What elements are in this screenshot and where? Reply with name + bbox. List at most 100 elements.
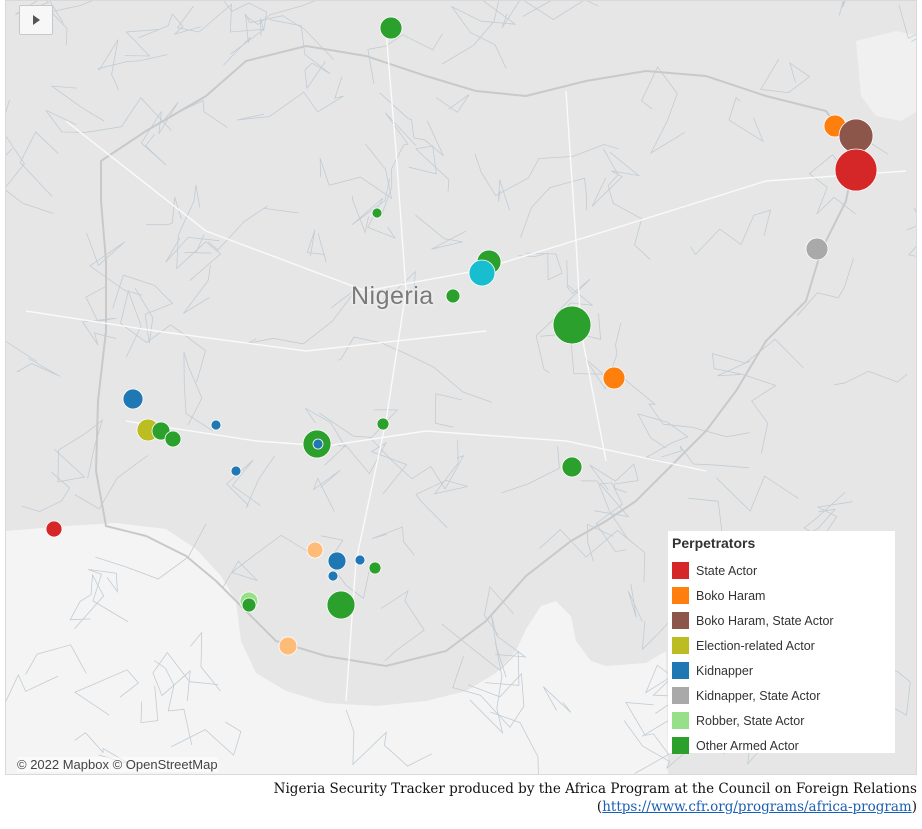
incident-marker[interactable] xyxy=(241,597,257,613)
incident-marker[interactable] xyxy=(368,561,382,575)
admin-boundary-line xyxy=(555,278,591,314)
admin-boundary-line xyxy=(154,660,193,746)
play-icon xyxy=(32,15,40,25)
incident-marker[interactable] xyxy=(371,207,383,219)
legend-item-robber-state-actor[interactable]: Robber, State Actor xyxy=(672,708,891,733)
legend-swatch xyxy=(672,637,689,654)
admin-boundary-line xyxy=(74,455,148,510)
admin-boundary-line xyxy=(379,92,444,157)
admin-boundary-line xyxy=(319,143,393,200)
admin-boundary-line xyxy=(593,482,630,552)
admin-boundary-line xyxy=(50,85,105,122)
admin-boundary-line xyxy=(371,526,415,556)
admin-boundary-line xyxy=(380,112,417,218)
admin-boundary-line xyxy=(183,264,211,314)
admin-boundary-line xyxy=(522,1,552,17)
admin-boundary-line xyxy=(717,360,777,454)
admin-boundary-line xyxy=(112,274,174,344)
admin-boundary-line xyxy=(152,651,219,701)
admin-boundary-line xyxy=(324,441,408,495)
incident-marker[interactable] xyxy=(230,465,242,477)
legend-item-boko-haram[interactable]: Boko Haram xyxy=(672,583,891,608)
admin-boundary-line xyxy=(21,471,71,512)
admin-boundary-line xyxy=(6,99,54,214)
legend-swatch xyxy=(672,662,689,679)
admin-boundary-line xyxy=(165,236,220,263)
incident-marker[interactable] xyxy=(468,259,496,287)
play-button[interactable] xyxy=(19,5,53,35)
admin-boundary-line xyxy=(609,376,750,438)
admin-boundary-line xyxy=(518,252,563,281)
admin-boundary-line xyxy=(120,289,207,383)
incident-marker[interactable] xyxy=(552,305,592,345)
incident-marker[interactable] xyxy=(834,148,878,192)
legend-label: Boko Haram xyxy=(696,588,766,603)
admin-boundary-line xyxy=(45,97,172,133)
incident-marker[interactable] xyxy=(376,417,390,431)
admin-boundary-line xyxy=(223,13,335,66)
incident-marker[interactable] xyxy=(379,16,403,40)
admin-boundary-line xyxy=(490,711,539,774)
map-canvas[interactable] xyxy=(6,1,917,775)
legend-item-boko-haram-state-actor[interactable]: Boko Haram, State Actor xyxy=(672,608,891,633)
legend-item-other-armed-actor[interactable]: Other Armed Actor xyxy=(672,733,891,758)
incident-marker[interactable] xyxy=(122,388,144,410)
admin-boundary-line xyxy=(367,33,443,84)
map-attribution[interactable]: © 2022 Mapbox © OpenStreetMap xyxy=(17,757,218,772)
admin-boundary-line xyxy=(434,393,463,428)
admin-boundary-line xyxy=(628,583,643,622)
admin-boundary-line xyxy=(637,413,689,466)
admin-boundary-line xyxy=(140,685,159,724)
admin-boundary-line xyxy=(6,674,59,702)
legend-item-kidnapper-state-actor[interactable]: Kidnapper, State Actor xyxy=(672,683,891,708)
legend-item-kidnapper[interactable]: Kidnapper xyxy=(672,658,891,683)
incident-marker[interactable] xyxy=(838,118,874,154)
incident-marker[interactable] xyxy=(210,419,222,431)
admin-boundary-line xyxy=(641,66,686,155)
admin-boundary-line xyxy=(190,631,221,692)
legend-swatch xyxy=(672,712,689,729)
admin-boundary-line xyxy=(501,1,599,29)
admin-boundary-line xyxy=(176,3,266,55)
incident-marker[interactable] xyxy=(306,541,324,559)
admin-boundary-line xyxy=(483,586,514,636)
admin-boundary-line xyxy=(345,709,432,767)
admin-boundary-line xyxy=(175,99,228,128)
admin-boundary-line xyxy=(796,258,854,317)
admin-boundary-line xyxy=(81,286,117,346)
admin-boundary-line xyxy=(184,234,212,254)
incident-marker[interactable] xyxy=(326,590,356,620)
admin-boundary-line xyxy=(451,1,517,69)
caption: Nigeria Security Tracker produced by the… xyxy=(30,780,917,816)
incident-marker[interactable] xyxy=(561,456,583,478)
legend-item-state-actor[interactable]: State Actor xyxy=(672,558,891,583)
incident-marker[interactable] xyxy=(805,237,829,261)
admin-boundary-line xyxy=(69,573,105,630)
incident-marker[interactable] xyxy=(45,520,63,538)
incident-marker[interactable] xyxy=(327,551,347,571)
admin-boundary-line xyxy=(380,590,425,662)
incident-marker[interactable] xyxy=(278,636,298,656)
admin-boundary-line xyxy=(306,229,327,263)
incident-marker[interactable] xyxy=(164,430,182,448)
map-panel[interactable]: Nigeria Perpetrators State Actor Boko Ha… xyxy=(5,0,917,775)
incident-marker[interactable] xyxy=(602,366,626,390)
legend-item-election-related-actor[interactable]: Election-related Actor xyxy=(672,633,891,658)
legend-label: Other Armed Actor xyxy=(696,738,799,753)
incident-marker[interactable] xyxy=(354,554,366,566)
admin-boundary-line xyxy=(690,209,772,256)
cfr-link[interactable]: https://www.cfr.org/programs/africa-prog… xyxy=(602,799,912,815)
incident-marker[interactable] xyxy=(312,438,324,450)
admin-boundary-line xyxy=(520,177,588,238)
admin-boundary-line xyxy=(88,569,129,622)
caption-text: Nigeria Security Tracker produced by the… xyxy=(273,781,917,815)
lake-chad xyxy=(856,31,916,121)
incident-markers[interactable] xyxy=(45,16,878,656)
admin-boundary-line xyxy=(98,39,120,91)
ocean xyxy=(6,523,668,774)
admin-boundary-line xyxy=(95,523,207,580)
legend-swatch xyxy=(672,562,689,579)
incident-marker[interactable] xyxy=(445,288,461,304)
legend: Perpetrators State Actor Boko Haram Boko… xyxy=(668,531,895,754)
incident-marker[interactable] xyxy=(327,570,339,582)
